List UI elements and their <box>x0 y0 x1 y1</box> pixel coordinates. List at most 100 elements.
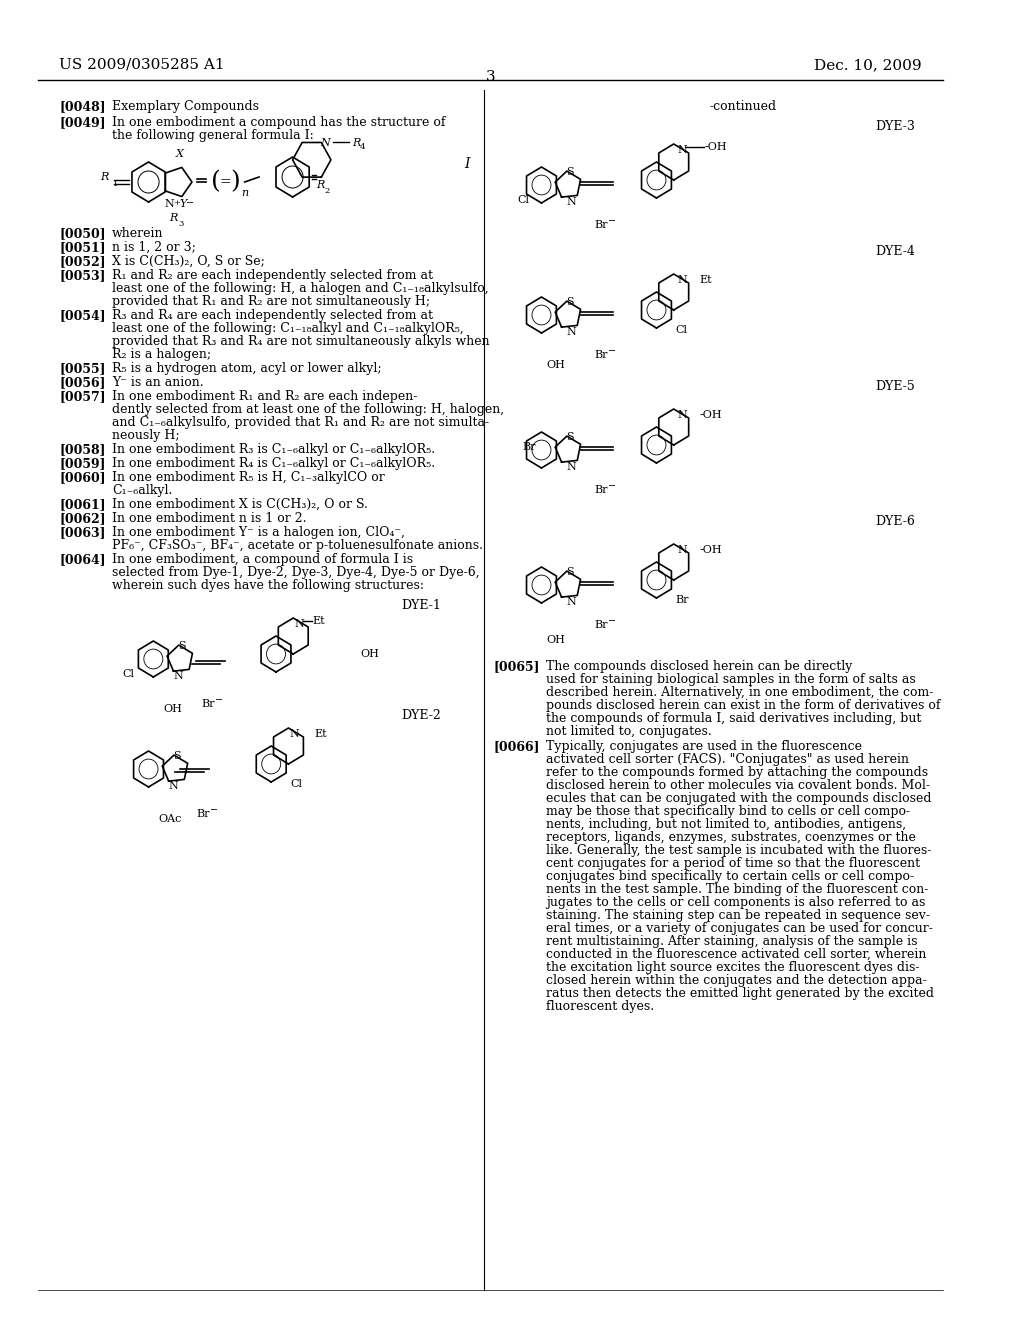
Text: S: S <box>173 751 181 762</box>
Text: PF₆⁻, CF₃SO₃⁻, BF₄⁻, acetate or p-toluenesulfonate anions.: PF₆⁻, CF₃SO₃⁻, BF₄⁻, acetate or p-toluen… <box>112 539 483 552</box>
Text: N: N <box>566 462 577 473</box>
Text: X is C(CH₃)₂, O, S or Se;: X is C(CH₃)₂, O, S or Se; <box>112 255 265 268</box>
Text: The compounds disclosed herein can be directly: The compounds disclosed herein can be di… <box>546 660 853 673</box>
Text: Et: Et <box>314 729 327 739</box>
Text: N: N <box>173 671 183 681</box>
Text: DYE-1: DYE-1 <box>401 599 441 612</box>
Text: -OH: -OH <box>699 411 722 420</box>
Text: ratus then detects the emitted light generated by the excited: ratus then detects the emitted light gen… <box>546 987 934 1001</box>
Text: 4: 4 <box>359 143 366 150</box>
Text: nents, including, but not limited to, antibodies, antigens,: nents, including, but not limited to, an… <box>546 818 906 832</box>
Text: [0059]: [0059] <box>59 457 105 470</box>
Text: R₂ is a halogen;: R₂ is a halogen; <box>112 348 211 360</box>
Text: [0057]: [0057] <box>59 389 106 403</box>
Text: may be those that specifically bind to cells or cell compo-: may be those that specifically bind to c… <box>546 805 910 818</box>
Text: Cl: Cl <box>676 325 688 335</box>
Text: fluorescent dyes.: fluorescent dyes. <box>546 1001 654 1012</box>
Text: described herein. Alternatively, in one embodiment, the com-: described herein. Alternatively, in one … <box>546 686 934 700</box>
Text: rent multistaining. After staining, analysis of the sample is: rent multistaining. After staining, anal… <box>546 935 918 948</box>
Text: −: − <box>186 199 194 209</box>
Text: C₁₋₆alkyl.: C₁₋₆alkyl. <box>112 484 172 498</box>
Text: −: − <box>607 216 615 226</box>
Text: N: N <box>290 729 299 739</box>
Text: DYE-3: DYE-3 <box>876 120 915 133</box>
Text: [0055]: [0055] <box>59 362 105 375</box>
Text: R₅ is a hydrogen atom, acyl or lower alkyl;: R₅ is a hydrogen atom, acyl or lower alk… <box>112 362 382 375</box>
Text: X: X <box>175 149 183 158</box>
Text: N: N <box>321 137 330 148</box>
Text: the excitation light source excites the fluorescent dyes dis-: the excitation light source excites the … <box>546 961 920 974</box>
Text: Cl: Cl <box>517 195 529 205</box>
Text: R: R <box>316 180 325 190</box>
Text: OAc: OAc <box>158 814 181 824</box>
Text: neously H;: neously H; <box>112 429 180 442</box>
Text: least one of the following: H, a halogen and C₁₋₁₈alkylsulfo,: least one of the following: H, a halogen… <box>112 282 488 294</box>
Text: In one embodiment Y⁻ is a halogen ion, ClO₄⁻,: In one embodiment Y⁻ is a halogen ion, C… <box>112 525 406 539</box>
Text: =: = <box>220 176 231 189</box>
Text: In one embodiment R₅ is H, C₁₋₃alkylCO or: In one embodiment R₅ is H, C₁₋₃alkylCO o… <box>112 471 385 484</box>
Text: In one embodiment R₄ is C₁₋₆alkyl or C₁₋₆alkylOR₅.: In one embodiment R₄ is C₁₋₆alkyl or C₁₋… <box>112 457 435 470</box>
Text: ): ) <box>230 170 240 194</box>
Text: 3: 3 <box>178 220 184 228</box>
Text: selected from Dye-1, Dye-2, Dye-3, Dye-4, Dye-5 or Dye-6,: selected from Dye-1, Dye-2, Dye-3, Dye-4… <box>112 566 480 579</box>
Text: refer to the compounds formed by attaching the compounds: refer to the compounds formed by attachi… <box>546 766 929 779</box>
Text: N: N <box>294 619 304 630</box>
Text: eral times, or a variety of conjugates can be used for concur-: eral times, or a variety of conjugates c… <box>546 921 933 935</box>
Text: In one embodiment X is C(CH₃)₂, O or S.: In one embodiment X is C(CH₃)₂, O or S. <box>112 498 368 511</box>
Text: (: ( <box>211 170 221 194</box>
Text: OH: OH <box>546 360 565 370</box>
Text: [0064]: [0064] <box>59 553 106 566</box>
Text: receptors, ligands, enzymes, substrates, coenzymes or the: receptors, ligands, enzymes, substrates,… <box>546 832 916 843</box>
Text: −: − <box>215 696 223 705</box>
Text: Br: Br <box>522 442 536 451</box>
Text: DYE-4: DYE-4 <box>876 246 915 257</box>
Text: [0049]: [0049] <box>59 116 106 129</box>
Text: −: − <box>607 616 615 626</box>
Text: [0060]: [0060] <box>59 471 106 484</box>
Text: n: n <box>241 187 248 198</box>
Text: In one embodiment n is 1 or 2.: In one embodiment n is 1 or 2. <box>112 512 306 525</box>
Text: Br: Br <box>594 620 607 630</box>
Text: closed herein within the conjugates and the detection appa-: closed herein within the conjugates and … <box>546 974 927 987</box>
Text: OH: OH <box>546 635 565 645</box>
Text: [0066]: [0066] <box>494 741 540 752</box>
Text: the compounds of formula I, said derivatives including, but: the compounds of formula I, said derivat… <box>546 711 922 725</box>
Text: disclosed herein to other molecules via covalent bonds. Mol-: disclosed herein to other molecules via … <box>546 779 930 792</box>
Text: S: S <box>566 297 574 308</box>
Text: and C₁₋₆alkylsulfo, provided that R₁ and R₂ are not simulta-: and C₁₋₆alkylsulfo, provided that R₁ and… <box>112 416 489 429</box>
Text: R: R <box>169 214 177 223</box>
Text: N: N <box>566 597 577 607</box>
Text: conducted in the fluorescence activated cell sorter, wherein: conducted in the fluorescence activated … <box>546 948 927 961</box>
Text: [0051]: [0051] <box>59 242 106 253</box>
Text: R₃ and R₄ are each independently selected from at: R₃ and R₄ are each independently selecte… <box>112 309 433 322</box>
Text: N: N <box>566 197 577 207</box>
Text: [0061]: [0061] <box>59 498 106 511</box>
Text: Cl: Cl <box>291 779 302 789</box>
Text: OH: OH <box>360 649 379 659</box>
Text: pounds disclosed herein can exist in the form of derivatives of: pounds disclosed herein can exist in the… <box>546 700 941 711</box>
Text: the following general formula I:: the following general formula I: <box>112 129 314 143</box>
Text: cent conjugates for a period of time so that the fluorescent: cent conjugates for a period of time so … <box>546 857 921 870</box>
Text: n is 1, 2 or 3;: n is 1, 2 or 3; <box>112 242 196 253</box>
Text: Br: Br <box>676 595 689 605</box>
Text: jugates to the cells or cell components is also referred to as: jugates to the cells or cell components … <box>546 896 926 909</box>
Text: Dec. 10, 2009: Dec. 10, 2009 <box>814 58 922 73</box>
Text: 3: 3 <box>485 70 496 84</box>
Text: R₁ and R₂ are each independently selected from at: R₁ and R₂ are each independently selecte… <box>112 269 433 282</box>
Text: activated cell sorter (FACS). "Conjugates" as used herein: activated cell sorter (FACS). "Conjugate… <box>546 752 909 766</box>
Text: used for staining biological samples in the form of salts as: used for staining biological samples in … <box>546 673 916 686</box>
Text: not limited to, conjugates.: not limited to, conjugates. <box>546 725 712 738</box>
Text: provided that R₃ and R₄ are not simultaneously alkyls when: provided that R₃ and R₄ are not simultan… <box>112 335 489 348</box>
Text: R: R <box>100 172 109 182</box>
Text: S: S <box>566 432 574 442</box>
Text: [0053]: [0053] <box>59 269 105 282</box>
Text: staining. The staining step can be repeated in sequence sev-: staining. The staining step can be repea… <box>546 909 930 921</box>
Text: N: N <box>678 275 687 285</box>
Text: conjugates bind specifically to certain cells or cell compo-: conjugates bind specifically to certain … <box>546 870 914 883</box>
Text: Br: Br <box>594 350 607 360</box>
Text: Et: Et <box>312 616 325 626</box>
Text: -OH: -OH <box>705 143 727 152</box>
Text: Y: Y <box>179 199 186 210</box>
Text: US 2009/0305285 A1: US 2009/0305285 A1 <box>59 58 225 73</box>
Text: S: S <box>178 642 186 651</box>
